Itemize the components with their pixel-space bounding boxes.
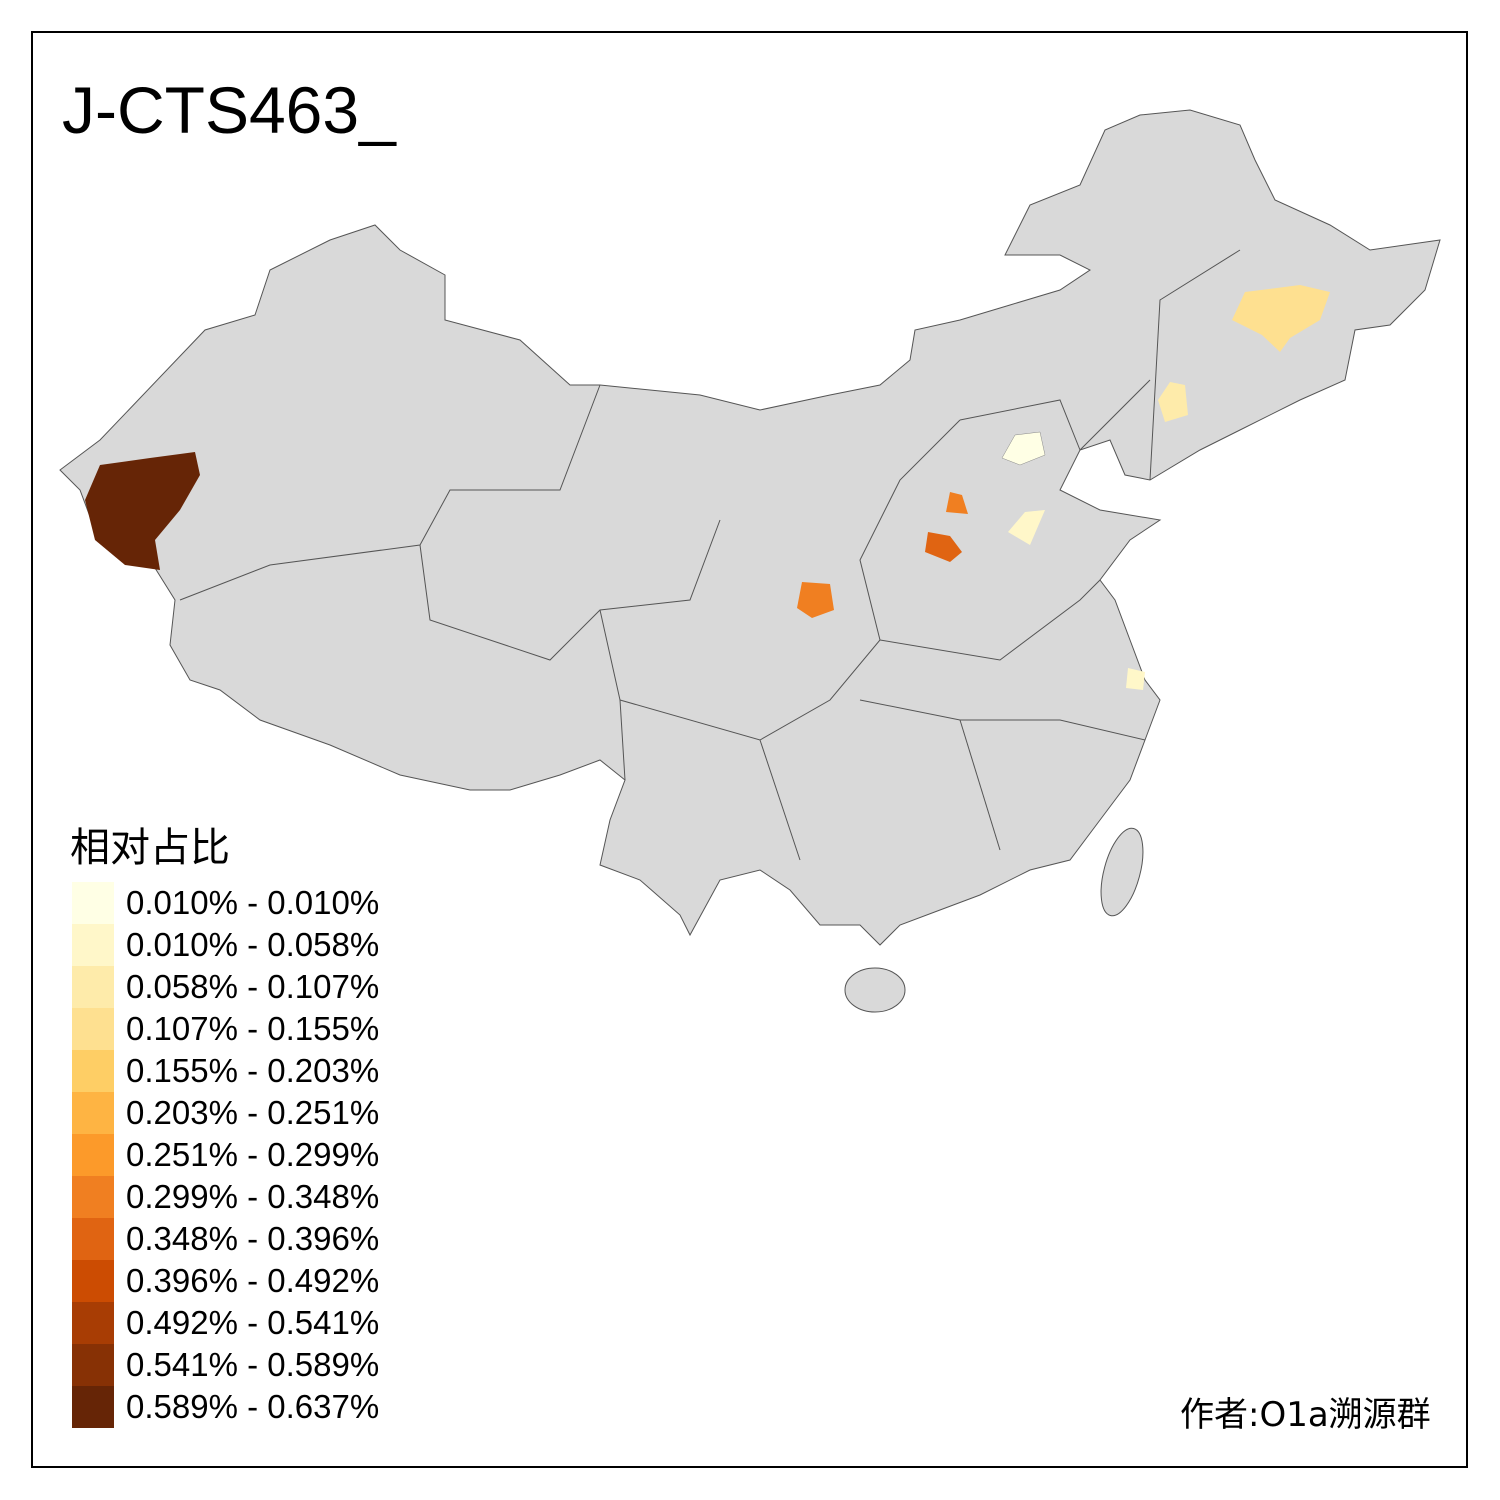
legend-item: 0.010% - 0.058% <box>72 924 379 966</box>
province-borders <box>179 249 1241 861</box>
legend-item: 0.396% - 0.492% <box>72 1260 379 1302</box>
taiwan-island <box>1100 827 1144 917</box>
legend-item: 0.251% - 0.299% <box>72 1134 379 1176</box>
legend-label: 0.010% - 0.058% <box>126 926 380 963</box>
region-jilin <box>1158 382 1188 422</box>
legend-swatch <box>72 1176 114 1218</box>
legend-label: 0.058% - 0.107% <box>126 968 380 1005</box>
legend-item: 0.058% - 0.107% <box>72 966 379 1008</box>
legend-swatch <box>72 924 114 966</box>
legend-label: 0.541% - 0.589% <box>126 1346 380 1383</box>
legend-item: 0.107% - 0.155% <box>72 1008 379 1050</box>
legend-item: 0.299% - 0.348% <box>72 1176 379 1218</box>
legend-swatch <box>72 1302 114 1344</box>
legend-swatch <box>72 1218 114 1260</box>
legend-label: 0.251% - 0.299% <box>126 1136 380 1173</box>
legend-label: 0.348% - 0.396% <box>126 1220 380 1257</box>
map-title: J-CTS463_ <box>62 73 396 147</box>
legend-item: 0.348% - 0.396% <box>72 1218 379 1260</box>
legend-swatch <box>72 1134 114 1176</box>
legend-swatch <box>72 882 114 924</box>
region-hebei <box>1008 510 1045 545</box>
legend-swatch <box>72 1008 114 1050</box>
region-shanxi-large <box>925 532 962 562</box>
legend-title: 相对占比 <box>70 825 230 871</box>
legend-label: 0.107% - 0.155% <box>126 1010 380 1047</box>
map-frame <box>31 31 1468 1468</box>
legend-swatch <box>72 966 114 1008</box>
china-base-region <box>59 109 1441 946</box>
legend-item: 0.589% - 0.637% <box>72 1386 379 1428</box>
legend-item: 0.541% - 0.589% <box>72 1344 379 1386</box>
region-heilongjiang <box>1232 285 1330 352</box>
author-credit: 作者:O1a溯源群 <box>1180 1395 1431 1435</box>
legend-label: 0.589% - 0.637% <box>126 1388 380 1425</box>
region-beijing <box>1001 431 1046 466</box>
legend-swatch <box>72 1260 114 1302</box>
legend-label: 0.396% - 0.492% <box>126 1262 380 1299</box>
legend-label: 0.299% - 0.348% <box>126 1178 380 1215</box>
region-shanxi-small <box>946 492 968 514</box>
region-xinjiang-west <box>85 452 200 570</box>
legend-label: 0.492% - 0.541% <box>126 1304 380 1341</box>
legend-swatch <box>72 1050 114 1092</box>
legend-label: 0.155% - 0.203% <box>126 1052 380 1089</box>
hainan-island <box>844 967 906 1013</box>
legend-item: 0.203% - 0.251% <box>72 1092 379 1134</box>
region-gansu <box>797 582 834 618</box>
legend-swatch <box>72 1092 114 1134</box>
legend-item: 0.492% - 0.541% <box>72 1302 379 1344</box>
region-shanghai <box>1126 668 1145 690</box>
legend-swatch <box>72 1386 114 1428</box>
legend-swatch <box>72 1344 114 1386</box>
legend-label: 0.203% - 0.251% <box>126 1094 380 1131</box>
legend-item: 0.010% - 0.010% <box>72 882 379 924</box>
legend-item: 0.155% - 0.203% <box>72 1050 379 1092</box>
legend-label: 0.010% - 0.010% <box>126 884 380 921</box>
legend: 0.010% - 0.010% 0.010% - 0.058% 0.058% - 0… <box>72 882 379 1428</box>
